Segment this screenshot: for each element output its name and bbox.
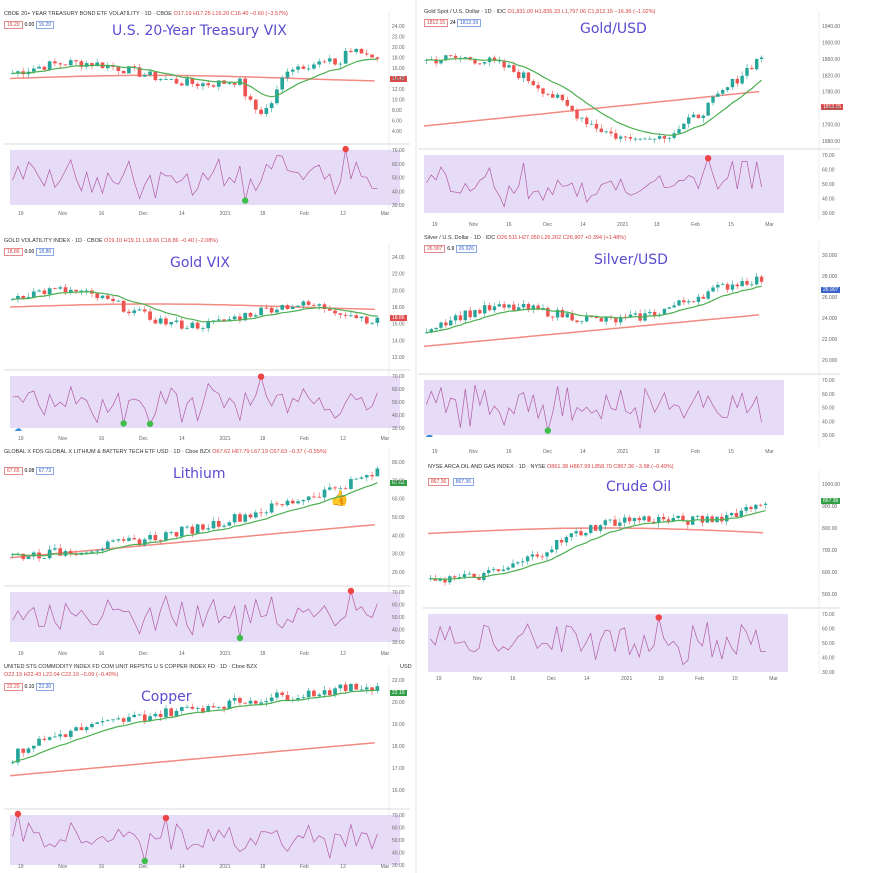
title-silver: Silver/USD — [594, 252, 668, 268]
bid-button[interactable]: 26.907 — [424, 245, 446, 253]
header-text: GOLD VOLATILITY INDEX · 1D · CBOE — [4, 238, 103, 244]
price-label-silver: 26.907 — [821, 287, 841, 293]
ohlc-text: O67.62 H67.79 L67.19 C67.63 −0.37 (−0.55… — [212, 449, 327, 455]
quote-boxes-lithium: 67.65 0.08 67.73 — [4, 467, 56, 475]
thumbs-up-icon[interactable]: 👍 — [757, 187, 776, 204]
ohlc-text: O17.19 H17.25 L16.20 C16.40 −0.60 (−3.57… — [173, 11, 288, 17]
ask-button[interactable]: 26.926 — [455, 245, 477, 253]
header-text: UNITED STS COMMODITY INDEX FD COM UNIT R… — [4, 664, 258, 670]
quote-boxes-gvz: 18.86 0.00 18.86 — [4, 248, 56, 256]
ohlc-text: O19.10 H19.11 L18.66 C18.86 −0.40 (−2.08… — [104, 238, 218, 244]
spread: 0.10 — [24, 684, 35, 690]
ohlc-text: O861.38 H867.99 L858.70 C867.36 −3.98 (−… — [547, 464, 674, 470]
thumbs-up-icon[interactable]: 👍 — [760, 411, 779, 428]
header-copper: UNITED STS COMMODITY INDEX FD COM UNIT R… — [4, 664, 257, 670]
quote-boxes-copper: 22.20 0.10 22.30 — [4, 683, 56, 691]
price-label-gvz: 18.86 — [390, 315, 407, 321]
spread: 0.00 — [24, 249, 35, 255]
header-lithium: GLOBAL X FDS GLOBAL X LITHIUM & BATTERY … — [4, 449, 327, 455]
bid-button[interactable]: 22.20 — [4, 683, 23, 691]
header-text: GLOBAL X FDS GLOBAL X LITHIUM & BATTERY … — [4, 449, 211, 455]
header-tyvix: CBOE 20+ YEAR TREASURY BOND ETF VOLATILI… — [4, 11, 288, 17]
spread: 6.9 — [447, 246, 455, 252]
price-label-crude: 867.36 — [821, 498, 841, 504]
header-crude: NYSE ARCA OIL AND GAS INDEX · 1D · NYSE … — [428, 464, 674, 470]
ohlc-text: O1,831.00 H1,836.33 L1,797.06 C1,812.15 … — [507, 9, 656, 15]
header-gold: Gold Spot / U.S. Dollar · 1D · IDC O1,83… — [424, 9, 655, 15]
price-label-tyvix: 16.40 — [390, 76, 407, 82]
cloud-icon[interactable]: ☁ — [14, 424, 22, 433]
title-lithium: Lithium — [173, 466, 226, 482]
header-text: Silver / U.S. Dollar · 1D · IDC — [424, 235, 496, 241]
header-silver: Silver / U.S. Dollar · 1D · IDC O26.511 … — [424, 235, 626, 241]
quote-boxes-gold: 1812.15 24 1812.39 — [424, 19, 483, 27]
ask-button[interactable]: 18.86 — [35, 248, 55, 256]
bid-button[interactable]: 867.36 — [428, 478, 450, 486]
usd-label: USD — [400, 664, 412, 670]
bid-button[interactable]: 16.20 — [4, 21, 23, 29]
thumbs-up-icon[interactable]: 👍 — [350, 621, 369, 638]
quote-boxes-crude: 867.36 867.36 — [428, 478, 476, 486]
title-gold: Gold/USD — [580, 21, 647, 37]
price-label-lithium: 67.63 — [390, 480, 407, 486]
ask-button[interactable]: 1812.39 — [457, 19, 482, 27]
title-copper: Copper — [141, 689, 192, 705]
header-text: CBOE 20+ YEAR TREASURY BOND ETF VOLATILI… — [4, 11, 172, 17]
title-gvz: Gold VIX — [170, 255, 230, 271]
ask-button[interactable]: 867.36 — [452, 478, 474, 486]
quote-boxes-silver: 26.907 6.9 26.926 — [424, 245, 479, 253]
price-label-copper: 22.19 — [390, 690, 407, 696]
title-crude: Crude Oil — [606, 479, 672, 495]
spread: 0.08 — [24, 468, 35, 474]
bid-button[interactable]: 1812.15 — [424, 19, 449, 27]
thumbs-up-icon[interactable]: 👍 — [750, 635, 769, 652]
thumbs-up-icon[interactable]: 👍 — [355, 839, 374, 856]
thumbs-up-icon[interactable]: 👍 — [330, 490, 349, 507]
header-text: Gold Spot / U.S. Dollar · 1D · IDC — [424, 9, 506, 15]
title-tyvix: U.S. 20-Year Treasury VIX — [112, 23, 287, 39]
panel-copper — [0, 660, 413, 873]
ask-button[interactable]: 67.73 — [35, 467, 55, 475]
ask-button[interactable]: 22.30 — [35, 683, 55, 691]
ohlc-copper: O22.19 H22.43 L22.04 C22.19 −0.09 (−0.40… — [4, 672, 118, 678]
spread: 24 — [450, 20, 456, 26]
thumbs-up-icon[interactable]: 👍 — [332, 399, 351, 416]
bid-button[interactable]: 18.86 — [4, 248, 23, 256]
price-label-gold: 1812.15 — [821, 104, 844, 110]
ohlc-text: O22.19 H22.43 L22.04 C22.19 −0.09 (−0.40… — [4, 672, 119, 678]
bid-button[interactable]: 67.65 — [4, 467, 23, 475]
quote-boxes-tyvix: 16.20 0.00 16.20 — [4, 21, 56, 29]
header-gvz: GOLD VOLATILITY INDEX · 1D · CBOE O19.10… — [4, 238, 218, 244]
header-text: NYSE ARCA OIL AND GAS INDEX · 1D · NYSE — [428, 464, 546, 470]
ohlc-text: O26.511 H27.050 L26.202 C26.907 +0.394 (… — [496, 235, 626, 241]
cloud-icon[interactable]: ☁ — [14, 197, 22, 206]
cloud-icon[interactable]: ☁ — [425, 204, 433, 213]
spread: 0.00 — [24, 22, 35, 28]
cloud-icon[interactable]: ☁ — [425, 430, 433, 439]
cloud-icon[interactable]: ☁ — [14, 634, 22, 643]
ask-button[interactable]: 16.20 — [35, 21, 55, 29]
